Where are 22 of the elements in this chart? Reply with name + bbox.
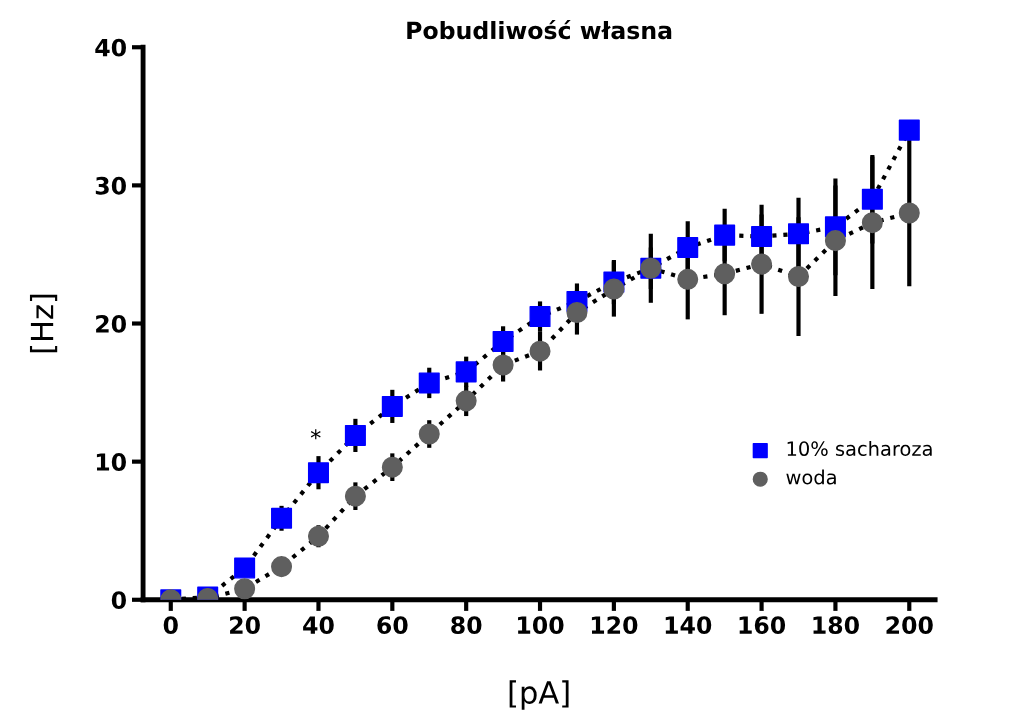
x-tick-label: 80 [451,616,482,635]
x-axis-title: [pA] [509,680,569,710]
x-tick-label: 200 [886,616,933,635]
y-tick-label: 0 [111,591,126,610]
x-tick-label: 100 [518,616,564,635]
x-tick-label: 40 [303,616,334,635]
y-axis-title: [Hz] [29,294,58,353]
legend-label: woda [786,469,836,485]
y-tick-label: 40 [95,38,126,57]
x-tick-label: 20 [230,616,260,635]
y-tick-label: 20 [96,314,126,333]
legend-label: 10% sacharoza [787,440,932,457]
annotation: * [310,429,321,440]
x-tick-label: 120 [591,616,638,635]
y-tick-label: 30 [95,176,126,195]
chart-title: Pobudliwość własna [407,20,672,40]
x-tick-label: 160 [739,616,786,635]
x-tick-label: 60 [377,616,408,635]
x-tick-label: 140 [665,616,712,635]
x-tick-label: 0 [163,616,178,635]
x-tick-label: 180 [813,616,859,635]
y-tick-label: 10 [96,453,126,471]
